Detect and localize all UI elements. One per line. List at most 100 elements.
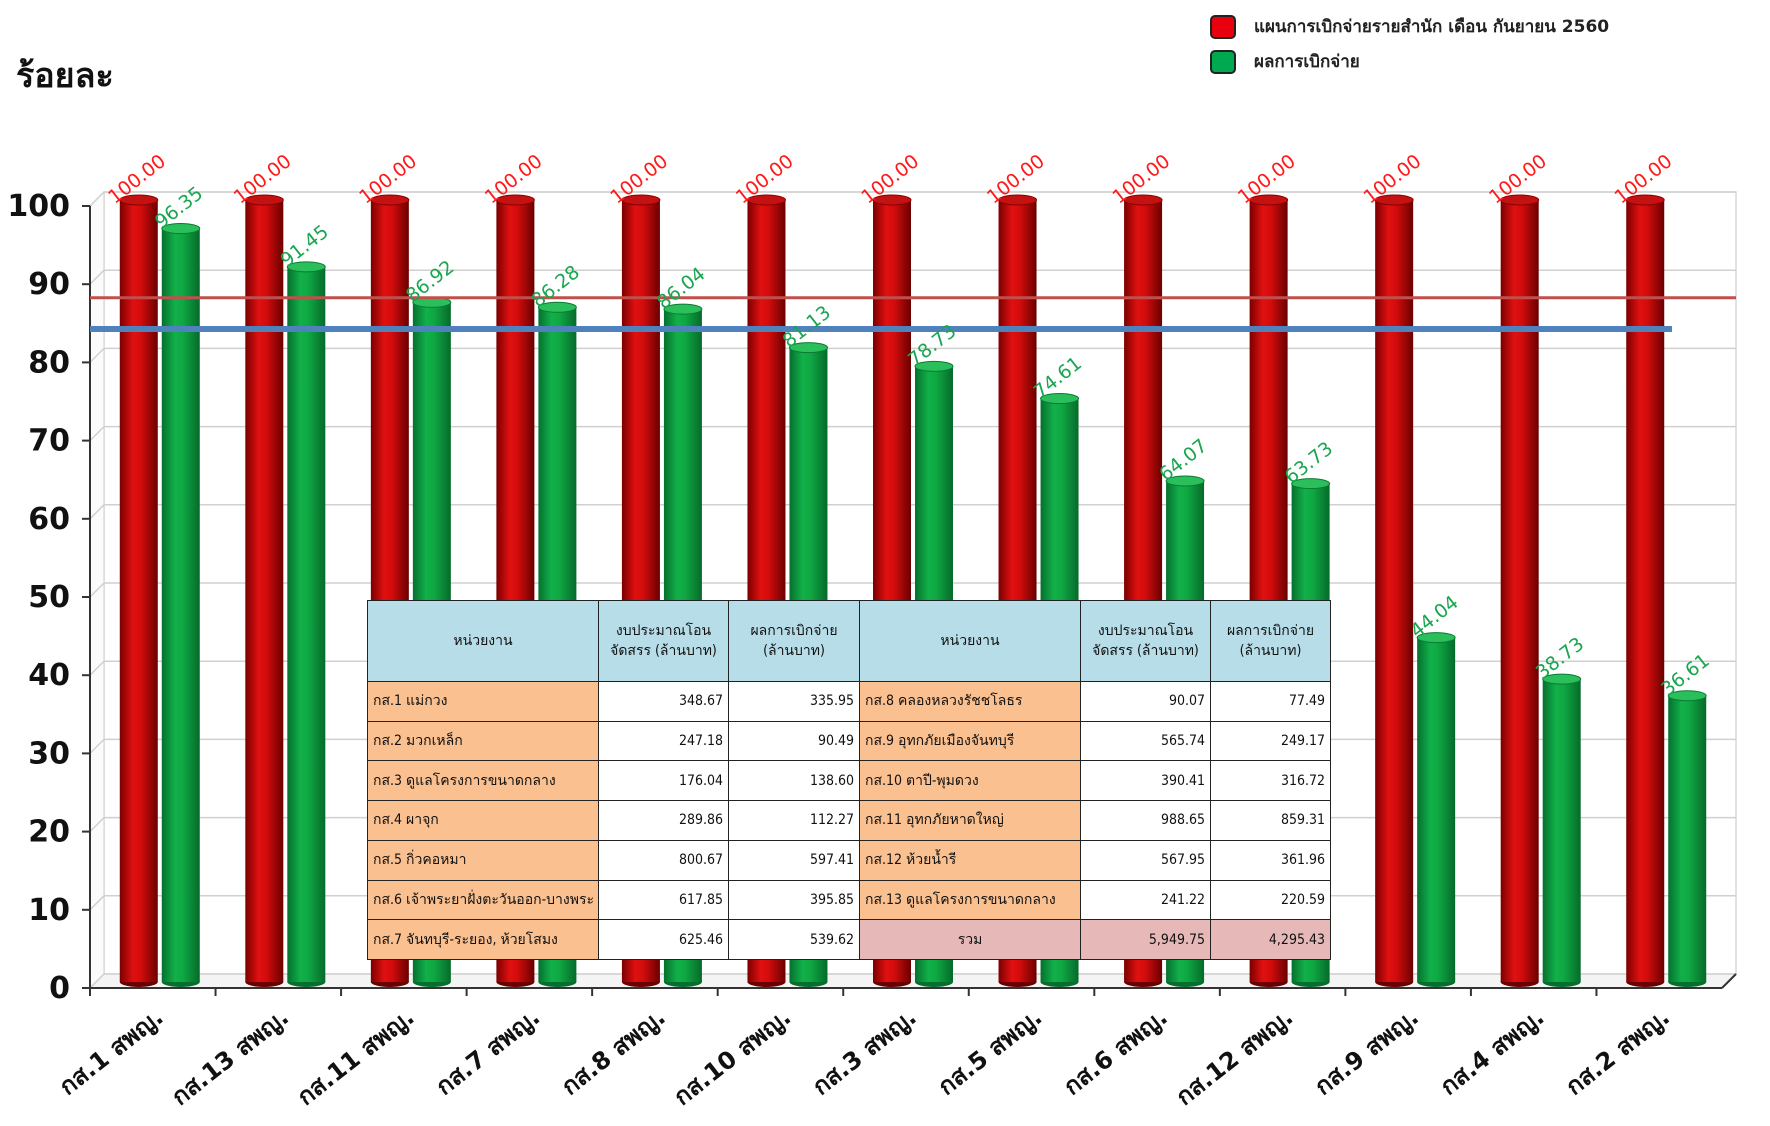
bar-top xyxy=(1625,194,1665,206)
y-tick-label: 30 xyxy=(28,736,70,771)
bar-top xyxy=(1249,194,1289,206)
unit-cell: กส.9 อุทกภัยเมืองจันทบุรี xyxy=(859,720,1081,762)
plan-bar xyxy=(1500,194,1540,987)
bar-top xyxy=(286,261,326,273)
gridline xyxy=(89,191,1736,207)
header-result-line2: (ล้านบาท) xyxy=(1239,643,1302,659)
x-tick-label: กส.11 สพญ. xyxy=(292,1003,420,1111)
bar-top xyxy=(1542,673,1582,685)
result-cell: 90.49 xyxy=(728,720,860,762)
table-row: กส.1 แม่กวง 348.67 335.95 กส.8 คลองหลวงร… xyxy=(367,681,1331,722)
bar-top xyxy=(1416,632,1456,644)
legend: แผนการเบิกจ่ายรายสำนัก เดือน กันยายน 256… xyxy=(1210,0,1770,100)
gridline xyxy=(89,347,1736,363)
x-tick-label: กส.13 สพญ. xyxy=(166,1003,294,1111)
header-budget-line1: งบประมาณโอน xyxy=(615,623,712,639)
bar-top xyxy=(663,303,703,315)
y-tick-label: 0 xyxy=(49,971,70,1006)
budget-cell: 247.18 xyxy=(598,720,729,762)
bar-top xyxy=(1165,475,1205,487)
plan-bar xyxy=(119,194,159,987)
bar-top xyxy=(621,194,661,206)
bar-body xyxy=(287,266,326,983)
legend-label-result: ผลการเบิกจ่าย xyxy=(1254,52,1360,72)
result-bar xyxy=(1416,632,1456,987)
bar-top xyxy=(1040,393,1080,405)
header-result-left: ผลการเบิกจ่าย (ล้านบาท) xyxy=(728,600,860,682)
budget-cell: 800.67 xyxy=(598,839,729,881)
bar-body xyxy=(161,228,200,983)
legend-swatch-result xyxy=(1210,49,1236,74)
legend-item-plan: แผนการเบิกจ่ายรายสำนัก เดือน กันยายน 256… xyxy=(1210,13,1609,40)
budget-cell: 988.65 xyxy=(1080,800,1211,841)
y-tick-label: 10 xyxy=(28,893,70,928)
gridline xyxy=(89,425,1736,442)
bar-top xyxy=(1374,194,1414,206)
header-result-right: ผลการเบิกจ่าย (ล้านบาท) xyxy=(1210,600,1331,682)
plan-bar xyxy=(244,194,284,987)
budget-cell: 176.04 xyxy=(598,760,729,802)
result-cell: 220.59 xyxy=(1210,879,1331,921)
result-cell: 335.95 xyxy=(728,681,860,722)
header-unit-left: หน่วยงาน xyxy=(367,600,599,682)
table-row: กส.6 เจ้าพระยาฝั่งตะวันออก-บางพระ 617.85… xyxy=(367,879,1331,921)
table-row-total: กส.7 จันทบุรี-ระยอง, ห้วยโสมง 625.46 539… xyxy=(367,919,1331,960)
budget-cell: 348.67 xyxy=(598,681,729,722)
result-bar xyxy=(1542,673,1582,987)
total-budget: 5,949.75 xyxy=(1080,919,1211,960)
header-budget-line2: จัดสรร (ล้านบาท) xyxy=(610,643,717,659)
budget-cell: 241.22 xyxy=(1080,879,1211,921)
x-tick-label: กส.3 สพญ. xyxy=(807,1003,921,1101)
bar-top xyxy=(872,194,912,206)
unit-cell: กส.12 ห้วยน้ำรี xyxy=(859,839,1081,881)
header-budget-line1: งบประมาณโอน xyxy=(1097,623,1194,639)
header-unit-right: หน่วยงาน xyxy=(859,600,1081,682)
bar-top xyxy=(161,223,201,235)
header-result-line1: ผลการเบิกจ่าย xyxy=(750,623,838,639)
reference-lines xyxy=(90,296,1736,336)
unit-cell: กส.5 กิ่วคอหมา xyxy=(367,839,599,881)
y-tick-label: 50 xyxy=(28,580,70,615)
gridline xyxy=(89,269,1736,285)
bar-body xyxy=(245,200,284,982)
budget-cell: 617.85 xyxy=(598,879,729,921)
y-tick-label: 90 xyxy=(28,267,70,302)
result-cell: 249.17 xyxy=(1210,720,1331,762)
result-cell: 539.62 xyxy=(728,919,860,960)
budget-table: หน่วยงาน งบประมาณโอน จัดสรร (ล้านบาท) ผล… xyxy=(367,600,1331,960)
table-row: กส.2 มวกเหล็ก 247.18 90.49 กส.9 อุทกภัยเ… xyxy=(367,720,1331,762)
y-tick-label: 80 xyxy=(28,345,70,380)
bar-body xyxy=(1668,695,1707,982)
x-tick-label: กส.6 สพญ. xyxy=(1058,1003,1172,1101)
bar-top xyxy=(244,194,284,206)
budget-cell: 289.86 xyxy=(598,800,729,841)
header-budget-line2: จัดสรร (ล้านบาท) xyxy=(1092,643,1199,659)
unit-cell: กส.4 ผาจุก xyxy=(367,800,599,841)
budget-cell: 565.74 xyxy=(1080,720,1211,762)
total-label: รวม xyxy=(859,919,1081,960)
bar-top xyxy=(370,194,410,206)
result-cell: 361.96 xyxy=(1210,839,1331,881)
x-tick-label: กส.7 สพญ. xyxy=(431,1003,545,1101)
unit-cell: กส.8 คลองหลวงรัชชโลธร xyxy=(859,681,1081,722)
bar-body xyxy=(1542,679,1581,982)
header-result-line2: (ล้านบาท) xyxy=(763,643,825,659)
unit-cell: กส.3 ดูแลโครงการขนาดกลาง xyxy=(367,760,599,802)
bar-top xyxy=(914,360,954,372)
unit-cell: กส.2 มวกเหล็ก xyxy=(367,720,599,762)
bar-top xyxy=(537,301,577,313)
y-tick-label: 20 xyxy=(28,815,70,850)
total-result: 4,295.43 xyxy=(1210,919,1331,960)
bar-top xyxy=(1500,194,1540,206)
x-tick-label: กส.8 สพญ. xyxy=(556,1003,670,1101)
result-cell: 395.85 xyxy=(728,879,860,921)
result-cell: 138.60 xyxy=(728,760,860,802)
unit-cell: กส.6 เจ้าพระยาฝั่งตะวันออก-บางพระ xyxy=(367,879,599,921)
legend-swatch-plan xyxy=(1210,14,1236,39)
plan-bar xyxy=(1374,194,1414,987)
header-budget-left: งบประมาณโอน จัดสรร (ล้านบาท) xyxy=(598,600,729,682)
bar-body xyxy=(1417,637,1456,982)
bar-top xyxy=(746,194,786,206)
legend-item-result: ผลการเบิกจ่าย xyxy=(1210,48,1360,75)
x-tick-label: กส.10 สพญ. xyxy=(669,1003,797,1111)
